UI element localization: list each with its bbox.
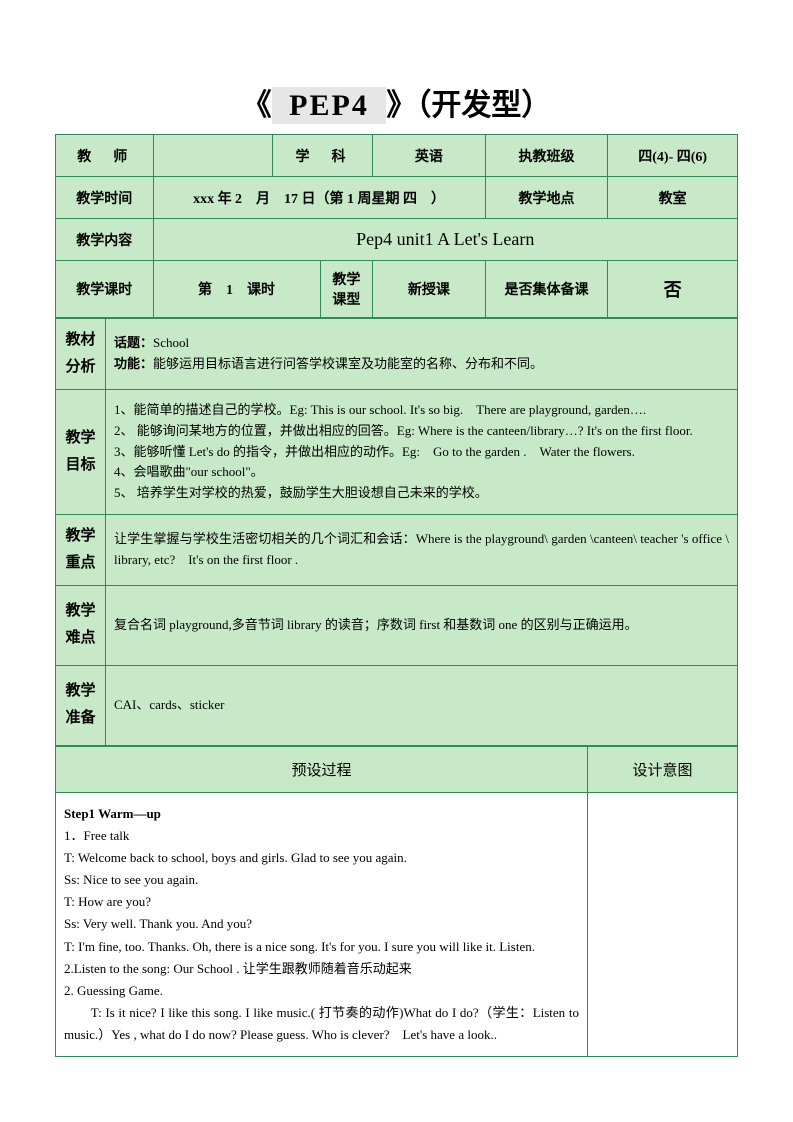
subject-label: 学 科 (272, 135, 372, 177)
teacher-label: 教 师 (56, 135, 154, 177)
title-highlight: PEP4 (272, 87, 387, 124)
objective-label: 教学 目标 (56, 390, 106, 515)
group-value: 否 (608, 261, 738, 318)
content-value: Pep4 unit1 A Let's Learn (153, 219, 737, 261)
prepare-label: 教学 准备 (56, 665, 106, 745)
difficulty-label: 教学 难点 (56, 585, 106, 665)
difficulty-content: 复合名词 playground,多音节词 library 的读音；序数词 fir… (106, 585, 738, 665)
type-label: 教学课型 (320, 261, 373, 318)
place-value: 教室 (608, 177, 738, 219)
process-col1-header: 预设过程 (56, 746, 588, 792)
period-label: 教学课时 (56, 261, 154, 318)
period-value: 第 1 课时 (153, 261, 320, 318)
page-title: 《 PEP4 》（开发型） (55, 80, 738, 124)
process-intent (587, 792, 737, 1056)
title-left-bracket: 《 (242, 89, 272, 122)
subject-value: 英语 (373, 135, 486, 177)
keypoint-content: 让学生掌握与学校生活密切相关的几个词汇和会话：Where is the play… (106, 514, 738, 585)
keypoint-label: 教学 重点 (56, 514, 106, 585)
process-col2-header: 设计意图 (587, 746, 737, 792)
place-label: 教学地点 (485, 177, 608, 219)
time-label: 教学时间 (56, 177, 154, 219)
process-body: Step1 Warm—up 1．Free talk T: Welcome bac… (56, 792, 588, 1056)
process-table: 预设过程 设计意图 Step1 Warm—up 1．Free talk T: W… (55, 746, 738, 1057)
prepare-content: CAI、cards、sticker (106, 665, 738, 745)
time-value: xxx 年 2 月 17 日（第 1 周星期 四 ） (153, 177, 485, 219)
class-value: 四(4)- 四(6) (608, 135, 738, 177)
objective-content: 1、能简单的描述自己的学校。Eg: This is our school. It… (106, 390, 738, 515)
analysis-label: 教材 分析 (56, 319, 106, 390)
class-label: 执教班级 (485, 135, 608, 177)
content-label: 教学内容 (56, 219, 154, 261)
info-table: 教 师 学 科 英语 执教班级 四(4)- 四(6) 教学时间 xxx 年 2 … (55, 134, 738, 318)
title-right: 》（开发型） (386, 89, 551, 122)
teacher-value (153, 135, 272, 177)
group-label: 是否集体备课 (485, 261, 608, 318)
desc-table: 教材 分析 话题：School功能：能够运用目标语言进行问答学校课室及功能室的名… (55, 318, 738, 746)
analysis-content: 话题：School功能：能够运用目标语言进行问答学校课室及功能室的名称、分布和不… (106, 319, 738, 390)
type-value: 新授课 (373, 261, 486, 318)
